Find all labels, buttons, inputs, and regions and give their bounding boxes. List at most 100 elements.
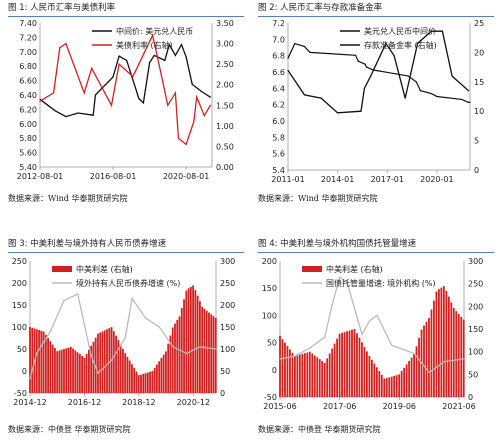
data-point — [370, 75, 372, 77]
legend-label: 美元兑人民币中间价 — [364, 26, 436, 36]
data-point — [363, 87, 366, 89]
bar-mark — [437, 289, 440, 397]
data-point — [416, 42, 419, 45]
left-tick-label: -50 — [264, 393, 277, 402]
x-tick-label: 2020-01 — [420, 175, 453, 184]
right-tick-label: 0.00 — [216, 163, 234, 172]
bar-mark — [318, 359, 321, 397]
right-tick-label: 15 — [474, 78, 484, 87]
right-tick-label: 5 — [474, 137, 479, 146]
data-point — [63, 300, 65, 302]
panel-3-source: 数据来源：中债登 华泰期货研究院 — [8, 425, 131, 434]
bar-mark — [176, 319, 179, 393]
bar-mark — [383, 378, 386, 397]
bar-mark — [445, 290, 448, 397]
bar-mark — [56, 351, 59, 393]
bar-mark — [395, 375, 398, 397]
bar-mark — [313, 355, 316, 397]
bar-mark — [201, 306, 204, 393]
left-tick-label: 6.2 — [272, 101, 285, 110]
bar-mark — [328, 353, 331, 397]
data-point — [97, 372, 99, 374]
panel-2-chart: 5.4 5.6 5.8 6.0 6.2 6.4 6.6 6.8 7.0 7.2 0 5 10 15 20 25… — [271, 19, 484, 184]
bar-mark — [128, 360, 131, 393]
panel-1-source: 数据来源：Wind 华泰期货研究院 — [8, 194, 128, 203]
legend-label: 存款准备金率 (右轴) — [364, 40, 437, 50]
data-point — [177, 137, 180, 139]
bar-mark — [284, 342, 286, 397]
bar-mark — [210, 314, 213, 393]
data-point — [209, 96, 212, 98]
x-tick-label: 2019-06 — [383, 402, 416, 411]
data-point — [156, 55, 158, 57]
bar-mark — [331, 348, 334, 397]
data-point — [112, 76, 114, 78]
bar-mark — [72, 348, 74, 393]
data-point — [49, 330, 52, 332]
right-tick-label: 200 — [220, 301, 235, 310]
bar-mark — [450, 302, 453, 397]
bar-mark — [423, 325, 425, 397]
bar-mark — [126, 356, 129, 393]
data-point — [152, 34, 154, 36]
data-point — [287, 69, 289, 71]
bar-mark — [356, 333, 358, 397]
right-tick-label: 50 — [220, 367, 230, 376]
data-point — [168, 44, 170, 46]
data-point — [430, 30, 432, 32]
data-point — [404, 97, 406, 99]
data-point — [430, 92, 432, 95]
data-point — [451, 75, 453, 77]
bar-mark — [346, 331, 348, 397]
bar-mark — [408, 360, 411, 397]
bar-mark — [97, 333, 99, 393]
data-point — [29, 378, 31, 380]
panel-4-source: 数据来源：中债登 华泰期货研究院 — [258, 425, 381, 434]
left-tick-label: 6.8 — [272, 52, 285, 61]
bar-mark — [151, 371, 154, 393]
bar-mark — [51, 344, 54, 393]
right-tick-label: 150 — [468, 325, 483, 334]
bar-mark — [308, 351, 311, 397]
bar-mark — [316, 357, 319, 397]
data-point — [294, 42, 296, 45]
data-point — [469, 101, 471, 103]
data-point — [303, 94, 306, 96]
legend-label: 境外持有人民币债券增速 (%) — [76, 278, 180, 288]
left-tick-label: 6.80 — [19, 62, 37, 71]
x-tick-label: 2014-01 — [321, 175, 354, 184]
left-tick-label: 7.40 — [19, 19, 37, 28]
bar-mark — [373, 363, 376, 397]
data-point — [77, 293, 79, 295]
bar-mark — [60, 349, 63, 393]
data-point — [415, 81, 417, 83]
data-point — [36, 352, 38, 354]
bar-mark — [155, 364, 158, 393]
bar-mark — [192, 285, 195, 393]
x-tick-label: 2016-08-01 — [90, 172, 137, 181]
x-tick-label: 2016-12 — [68, 398, 101, 407]
bar-mark — [49, 341, 52, 393]
bar-mark — [69, 346, 72, 393]
data-point — [372, 69, 375, 71]
data-point — [209, 104, 212, 106]
data-point — [153, 54, 155, 57]
legend-label: 中间价: 美元兑人民币 — [116, 26, 193, 36]
bar-mark — [174, 323, 176, 393]
bar-mark — [35, 329, 38, 393]
x-tick-label: 2020-12 — [177, 398, 210, 407]
data-point — [407, 75, 409, 77]
bar-mark — [348, 330, 351, 397]
bar-mark — [336, 338, 339, 397]
panel-2-source: 数据来源：Wind 华泰期货研究院 — [258, 194, 378, 203]
data-point — [324, 336, 326, 338]
bar-mark — [167, 343, 170, 393]
bar-mark — [63, 349, 65, 393]
x-tick-label: 2017-01 — [371, 175, 404, 184]
x-tick-label: 2014-12 — [13, 398, 46, 407]
right-tick-label: 0 — [474, 166, 479, 175]
right-tick-label: 0.50 — [216, 142, 234, 151]
panel-3-chart: -50 0 50 100 150 200 250 0 50 100 150 200 250 300 2014… — [12, 257, 236, 407]
legend-label: 中美利差 (右轴) — [76, 264, 133, 274]
bar-mark — [162, 354, 165, 393]
